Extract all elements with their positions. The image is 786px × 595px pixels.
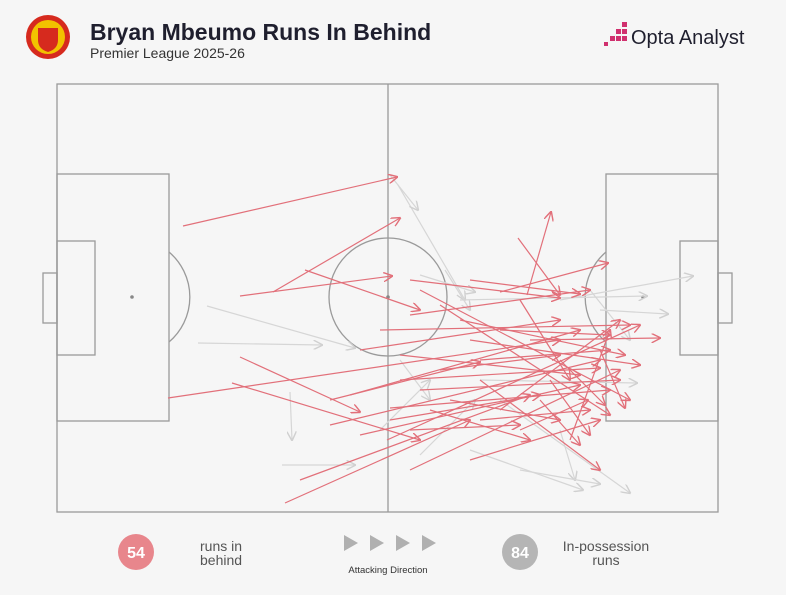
direction-arrows <box>344 535 436 551</box>
direction-label: Attacking Direction <box>348 565 427 576</box>
possession-badge <box>502 534 538 570</box>
club-crest <box>26 15 70 59</box>
runs-label: runs in behind <box>200 538 243 568</box>
brand-logo <box>604 22 627 46</box>
possession-label: In-possession runs <box>562 538 650 568</box>
title: Bryan Mbeumo Runs In Behind <box>90 19 431 45</box>
possession-count: 84 <box>511 545 529 562</box>
subtitle: Premier League 2025-26 <box>90 45 245 61</box>
brand: Opta Analyst <box>631 27 745 49</box>
runs-badge <box>118 534 154 570</box>
runs-count: 54 <box>127 545 145 562</box>
runs-in-behind <box>167 177 660 504</box>
pitch <box>42 83 733 513</box>
